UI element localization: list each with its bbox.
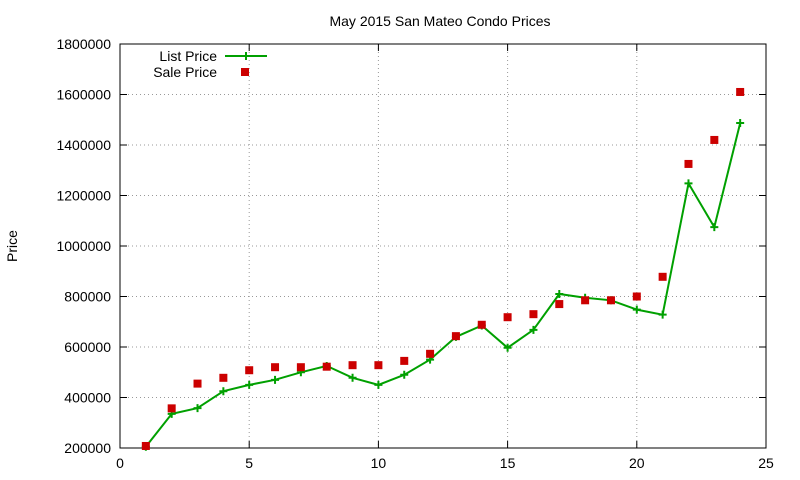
y-tick-label: 1600000 [56,87,111,103]
data-point-list-price [555,289,564,298]
data-point-sale-price [736,87,745,96]
data-point-sale-price [632,292,641,301]
axis-ticks [119,43,767,449]
x-tick-label: 10 [371,455,387,471]
data-point-list-price [503,343,512,352]
y-tick-label: 200000 [64,440,111,456]
series-line-list-price [145,122,742,448]
y-axis-label: Price [4,230,20,262]
data-point-sale-price [529,310,538,319]
data-point-sale-price [477,320,486,329]
data-point-list-price [219,387,228,396]
x-tick-label: 25 [758,455,774,471]
data-point-list-price [348,373,357,382]
data-point-list-price [710,223,719,232]
y-tick-label: 600000 [64,339,111,355]
data-point-sale-price [658,272,667,281]
data-point-sale-price [245,366,254,375]
y-tick-label: 800000 [64,289,111,305]
data-point-list-price [632,305,641,314]
data-point-sale-price [555,300,564,309]
x-tick-label: 20 [629,455,645,471]
data-point-sale-price [193,379,202,388]
data-point-sale-price [400,356,409,365]
data-point-list-price [374,380,383,389]
data-point-sale-price [503,313,512,322]
data-point-sale-price [374,361,383,370]
data-point-sale-price [606,296,615,305]
data-point-list-price [271,375,280,384]
x-tick-labels: 0 5 10 15 20 25 [116,455,774,471]
data-point-list-price [684,179,693,188]
data-point-sale-price [684,159,693,168]
grid [120,44,766,448]
y-tick-label: 1200000 [56,188,111,204]
data-point-sale-price [271,363,280,372]
data-point-sale-price [141,441,150,450]
data-point-list-price [736,119,745,128]
legend-label-list-price: List Price [159,48,217,64]
x-tick-label: 0 [116,455,124,471]
data-point-sale-price [348,361,357,370]
x-tick-label: 5 [245,455,253,471]
legend-cross-marker [242,52,250,60]
data-point-sale-price [710,135,719,144]
data-point-list-price [529,325,538,334]
data-point-sale-price [426,349,435,358]
data-point-sale-price [167,404,176,413]
y-tick-label: 1800000 [56,36,111,52]
data-point-sale-price [451,332,460,341]
legend: List Price Sale Price [153,48,267,80]
y-tick-label: 1400000 [56,137,111,153]
chart-title: May 2015 San Mateo Condo Prices [329,13,550,29]
data-point-sale-price [581,296,590,305]
series [141,87,745,451]
x-tick-label: 15 [500,455,516,471]
y-tick-label: 400000 [64,390,111,406]
data-point-sale-price [296,363,305,372]
data-point-sale-price [219,373,228,382]
data-point-list-price [400,370,409,379]
data-point-list-price [193,404,202,413]
legend-swatch-list-price-marker [242,52,250,60]
data-point-sale-price [322,362,331,371]
y-tick-label: 1000000 [56,238,111,254]
data-point-list-price [245,380,254,389]
data-point-list-price [658,310,667,319]
legend-label-sale-price: Sale Price [153,64,217,80]
y-tick-labels: 200000 400000 600000 800000 1000000 1200000 14… [56,36,111,456]
legend-swatch-sale-price-marker [241,68,249,76]
